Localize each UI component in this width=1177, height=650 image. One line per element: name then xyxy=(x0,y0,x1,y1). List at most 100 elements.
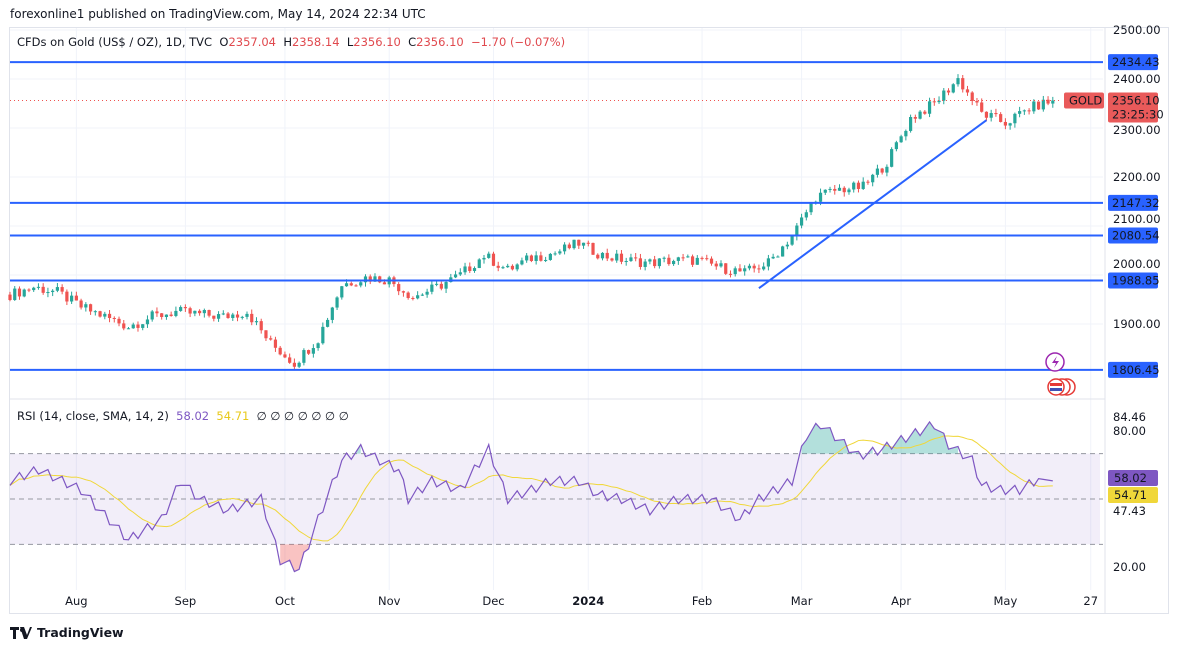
candle-body xyxy=(311,348,315,354)
candle-body xyxy=(558,251,562,254)
price-tick-label: 2300.00 xyxy=(1113,123,1161,137)
candle-body xyxy=(591,242,595,255)
time-tick-label: May xyxy=(994,594,1018,608)
candle-body xyxy=(117,318,121,324)
candle-body xyxy=(297,362,301,367)
candle-body xyxy=(695,257,699,265)
candle-body xyxy=(349,283,353,286)
candle-body xyxy=(420,294,424,296)
candle-body xyxy=(435,283,439,285)
candle-body xyxy=(216,314,221,319)
candle-body xyxy=(98,311,102,317)
candle-body xyxy=(8,294,12,300)
candle-body xyxy=(600,252,605,259)
candle-body xyxy=(335,297,339,308)
low-label: L xyxy=(346,35,354,49)
candle-body xyxy=(79,300,83,308)
candle-body xyxy=(103,313,107,317)
candle-body xyxy=(738,268,742,272)
rsi-sma-value: 54.71 xyxy=(216,409,250,423)
candle-body xyxy=(553,253,557,255)
candle-body xyxy=(316,343,320,349)
candle-body xyxy=(425,291,429,295)
candle-body xyxy=(596,254,600,259)
price-tick-label: 2100.00 xyxy=(1113,212,1161,226)
candle-body xyxy=(60,287,64,292)
brand-name: TradingView xyxy=(37,625,124,640)
rsi-overbought-fill xyxy=(882,421,958,454)
candle-body xyxy=(368,276,372,282)
candle-body xyxy=(676,257,680,261)
candle-body xyxy=(378,276,382,283)
candle-body xyxy=(719,263,723,267)
time-tick-label: 2024 xyxy=(572,594,604,608)
current-price-label: 2356.10 xyxy=(1112,94,1160,108)
candle-body xyxy=(747,265,752,269)
candle-body xyxy=(572,239,576,249)
candle-body xyxy=(373,276,377,282)
us-flag-stripe xyxy=(1050,388,1062,391)
candle-body xyxy=(283,354,287,358)
candle-body xyxy=(913,117,917,119)
candle-body xyxy=(790,236,794,245)
candle-body xyxy=(714,263,718,267)
candle-body xyxy=(515,264,519,270)
candle-body xyxy=(980,102,984,112)
price-tick-label: 2200.00 xyxy=(1113,170,1161,184)
candle-body xyxy=(487,253,491,258)
candle-body xyxy=(506,265,510,268)
candle-body xyxy=(837,187,842,191)
level-price-label: 2080.54 xyxy=(1112,229,1160,243)
candle-body xyxy=(17,288,22,297)
symbol-badge xyxy=(1064,92,1104,109)
candle-body xyxy=(539,255,543,261)
price-tick-label: 2000.00 xyxy=(1113,257,1161,271)
candle-body xyxy=(1036,101,1041,110)
candle-body xyxy=(842,187,846,193)
time-tick-label: Aug xyxy=(65,594,87,608)
candle-body xyxy=(534,255,538,261)
rsi-sma-line xyxy=(9,435,1053,542)
open-label: O xyxy=(219,35,229,49)
time-tick-label: Mar xyxy=(791,594,813,608)
price-tick-label: 1900.00 xyxy=(1113,317,1161,331)
candle-body xyxy=(41,286,45,293)
candle-body xyxy=(141,324,145,328)
rsi-line xyxy=(9,420,1053,573)
high-label: H xyxy=(283,35,292,49)
candle-body xyxy=(510,265,515,270)
candle-body xyxy=(226,313,230,319)
candle-body xyxy=(74,295,78,301)
tradingview-logo[interactable]: TradingView xyxy=(10,625,124,640)
candle-body xyxy=(662,257,666,259)
candle-body xyxy=(458,272,462,275)
level-price-label: 2434.43 xyxy=(1112,55,1160,69)
rsi-title[interactable]: RSI (14, close, SMA, 14, 2) xyxy=(17,409,169,423)
candle-body xyxy=(325,319,330,327)
candle-body xyxy=(430,284,434,292)
time-tick-label: Feb xyxy=(692,594,712,608)
rsi-extra-label: 47.43 xyxy=(1113,504,1146,518)
candle-body xyxy=(975,100,979,103)
candle-body xyxy=(188,308,192,314)
candle-body xyxy=(359,282,363,286)
time-tick-label: Sep xyxy=(175,594,197,608)
candle-body xyxy=(544,259,548,261)
level-price-label: 2147.32 xyxy=(1112,196,1160,210)
symbol-title[interactable]: CFDs on Gold (US$ / OZ), 1D, TVC xyxy=(17,35,213,49)
candle-body xyxy=(700,257,704,259)
candle-body xyxy=(1008,123,1012,126)
candle-body xyxy=(1041,99,1045,110)
open-value: 2357.04 xyxy=(228,35,276,49)
candle-body xyxy=(107,313,112,319)
candle-body xyxy=(681,257,685,259)
candle-body xyxy=(463,266,467,273)
candle-body xyxy=(1013,113,1017,124)
candle-body xyxy=(131,324,135,329)
candle-body xyxy=(292,362,296,367)
level-price-label: 1988.85 xyxy=(1112,273,1160,287)
candle-body xyxy=(51,290,55,293)
candle-body xyxy=(771,256,775,259)
candle-body xyxy=(894,142,898,150)
